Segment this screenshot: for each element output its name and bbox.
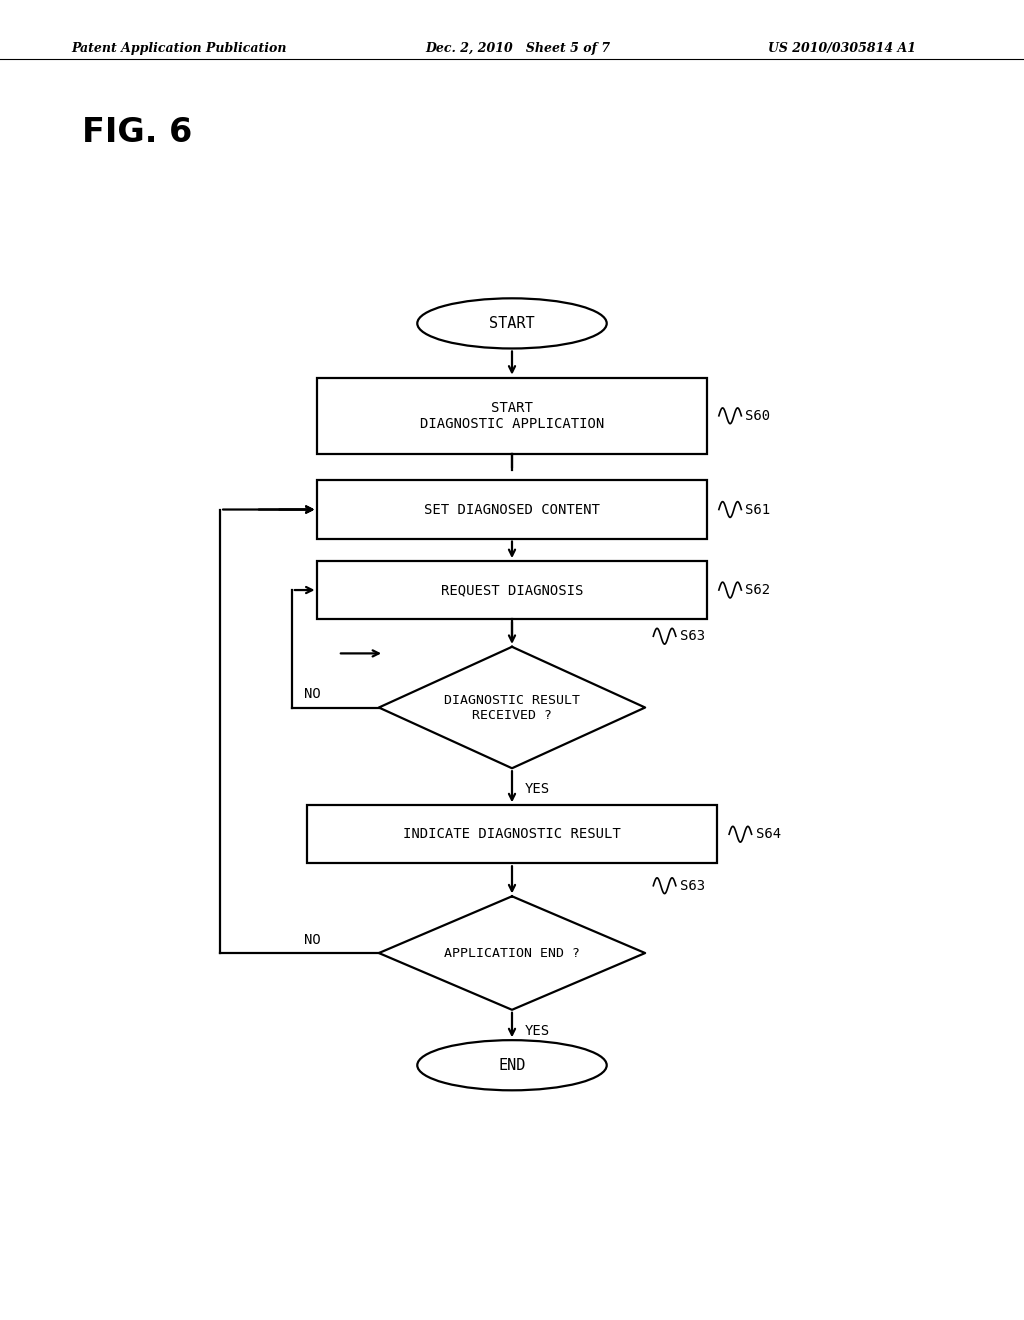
- Bar: [317, 561, 707, 619]
- Text: APPLICATION END ?: APPLICATION END ?: [444, 946, 580, 960]
- Text: NO: NO: [304, 933, 321, 946]
- Text: S60: S60: [745, 409, 771, 422]
- Text: INDICATE DIAGNOSTIC RESULT: INDICATE DIAGNOSTIC RESULT: [403, 828, 621, 841]
- Text: START
DIAGNOSTIC APPLICATION: START DIAGNOSTIC APPLICATION: [420, 401, 604, 430]
- Text: S63: S63: [680, 630, 706, 643]
- Text: END: END: [499, 1057, 525, 1073]
- Text: DIAGNOSTIC RESULT
RECEIVED ?: DIAGNOSTIC RESULT RECEIVED ?: [444, 693, 580, 722]
- Text: S63: S63: [680, 879, 706, 892]
- Text: S62: S62: [745, 583, 771, 597]
- Text: NO: NO: [304, 688, 321, 701]
- Text: US 2010/0305814 A1: US 2010/0305814 A1: [768, 42, 916, 55]
- Text: START: START: [489, 315, 535, 331]
- Bar: [317, 378, 707, 454]
- Text: SET DIAGNOSED CONTENT: SET DIAGNOSED CONTENT: [424, 503, 600, 516]
- Text: Patent Application Publication: Patent Application Publication: [72, 42, 287, 55]
- Bar: [307, 805, 717, 863]
- Text: S61: S61: [745, 503, 771, 516]
- Text: REQUEST DIAGNOSIS: REQUEST DIAGNOSIS: [440, 583, 584, 597]
- Text: Dec. 2, 2010   Sheet 5 of 7: Dec. 2, 2010 Sheet 5 of 7: [425, 42, 610, 55]
- Text: YES: YES: [524, 783, 550, 796]
- Text: FIG. 6: FIG. 6: [82, 116, 193, 149]
- Text: S64: S64: [756, 828, 781, 841]
- Bar: [317, 480, 707, 539]
- Text: YES: YES: [524, 1024, 550, 1038]
